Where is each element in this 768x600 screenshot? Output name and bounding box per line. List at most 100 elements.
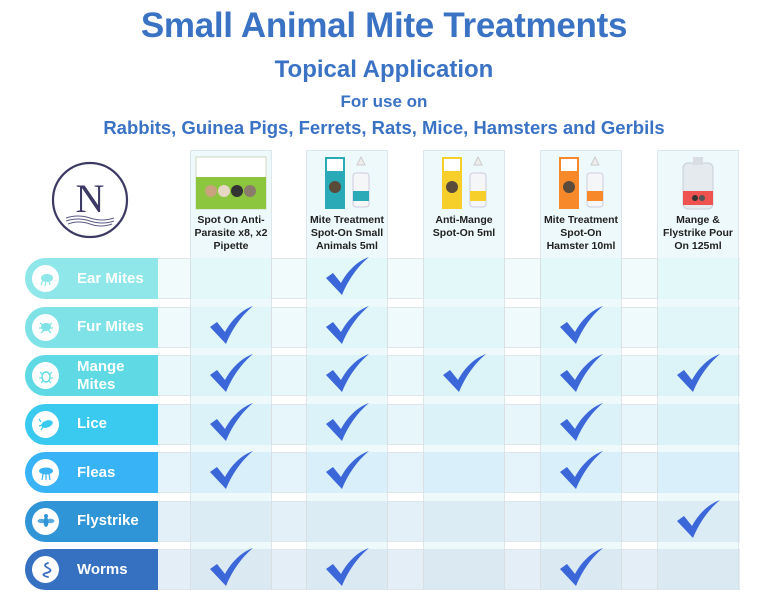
checkmark-icon — [558, 450, 604, 495]
checkmark-icon — [208, 353, 254, 398]
table-cell — [540, 402, 622, 447]
table-row: Mange Mites — [25, 353, 740, 398]
table-cell — [190, 258, 272, 299]
checkmark-icon — [675, 353, 721, 398]
table-cell — [540, 547, 622, 592]
table-cell — [306, 305, 388, 350]
ear-mite-icon — [32, 265, 59, 292]
product-header: Anti-Mange Spot-On 5ml — [423, 152, 505, 240]
row-label: Fur Mites — [25, 306, 158, 348]
table-cell — [306, 402, 388, 447]
orange-box-bottle-image — [540, 155, 622, 211]
table-cell — [540, 450, 622, 495]
table-cell — [423, 353, 505, 398]
table-cell — [657, 353, 739, 398]
table-cell — [657, 452, 739, 493]
checkmark-icon — [558, 305, 604, 350]
table-row: Fleas — [25, 450, 740, 495]
product-header: Mite Treatment Spot-On Small Animals 5ml — [306, 152, 388, 253]
worm-icon — [32, 556, 59, 583]
table-row: Flystrike — [25, 499, 740, 544]
table-cell — [423, 549, 505, 590]
row-label: Lice — [25, 403, 158, 445]
for-use-on-label: For use on — [340, 92, 428, 111]
checkmark-icon — [441, 353, 487, 398]
product-header: Spot On Anti- Parasite x8, x2 Pipette — [190, 152, 272, 253]
checkmark-icon — [324, 353, 370, 398]
table-cell — [657, 549, 739, 590]
fly-icon — [32, 507, 59, 535]
table-cell — [190, 305, 272, 350]
table-cell — [657, 499, 739, 544]
svg-text:N: N — [76, 176, 105, 221]
species-list: Rabbits, Guinea Pigs, Ferrets, Rats, Mic… — [103, 117, 665, 138]
table-cell — [540, 305, 622, 350]
pour-on-jug-image — [657, 155, 739, 211]
row-label-text: Fleas — [77, 463, 116, 481]
checkmark-icon — [208, 547, 254, 592]
row-label: Flystrike — [25, 500, 158, 542]
product-name: Anti-Mange Spot-On 5ml — [432, 214, 496, 239]
table-cell — [306, 256, 388, 301]
flea-icon — [32, 459, 59, 486]
product-name: Mite Treatment Spot-On Small Animals 5ml — [309, 214, 385, 252]
table-cell — [540, 500, 622, 542]
teal-box-bottle-image — [306, 155, 388, 211]
table-cell — [657, 258, 739, 299]
louse-icon — [32, 410, 59, 438]
table-row: Lice — [25, 402, 740, 447]
yellow-box-bottle-image — [423, 155, 505, 211]
table-cell — [423, 452, 505, 493]
checkmark-icon — [558, 402, 604, 447]
product-name: Spot On Anti- Parasite x8, x2 Pipette — [194, 214, 268, 252]
checkmark-icon — [558, 353, 604, 398]
table-cell — [190, 500, 272, 542]
fur-mite-icon — [32, 313, 59, 341]
table-cell — [190, 353, 272, 398]
table-cell — [306, 500, 388, 542]
table-row: Fur Mites — [25, 305, 740, 350]
table-cell — [306, 547, 388, 592]
table-cell — [306, 353, 388, 398]
row-label: Mange Mites — [25, 355, 158, 396]
table-cell — [306, 450, 388, 495]
checkmark-icon — [675, 499, 721, 544]
row-label: Worms — [25, 549, 158, 590]
product-name: Mange & Flystrike Pour On 125ml — [662, 214, 734, 252]
checkmark-icon — [324, 547, 370, 592]
table-cell — [190, 547, 272, 592]
table-cell — [423, 258, 505, 299]
checkmark-icon — [324, 402, 370, 447]
checkmark-icon — [208, 305, 254, 350]
row-label-text: Flystrike — [77, 512, 139, 529]
row-label-text: Lice — [77, 415, 108, 432]
row-label: Fleas — [25, 452, 158, 493]
product-header: Mange & Flystrike Pour On 125ml — [657, 152, 739, 253]
table-cell — [540, 258, 622, 299]
table-cell — [657, 403, 739, 445]
checkmark-icon — [324, 256, 370, 301]
checkmark-icon — [324, 305, 370, 350]
table-cell — [423, 403, 505, 445]
row-label: Ear Mites — [25, 258, 158, 299]
checkmark-icon — [324, 450, 370, 495]
page-title: Small Animal Mite Treatments — [140, 6, 628, 45]
brand-logo-icon: N — [50, 160, 130, 240]
table-row: Ear Mites — [25, 256, 740, 301]
table-cell — [190, 451, 272, 493]
green-box-product-image — [190, 155, 272, 211]
table-row: Worms — [25, 547, 740, 592]
mange-mite-icon — [32, 362, 59, 389]
table-cell — [657, 306, 739, 348]
table-cell — [190, 402, 272, 447]
row-label-text: Fur Mites — [77, 318, 144, 335]
table-cell — [423, 500, 505, 542]
row-label-text: Worms — [77, 560, 128, 578]
table-cell — [423, 306, 505, 348]
checkmark-icon — [558, 547, 604, 592]
row-label-text: Ear Mites — [77, 269, 144, 287]
checkmark-icon — [208, 402, 254, 447]
row-label-text: Mange Mites — [77, 357, 125, 393]
page-subtitle: Topical Application — [274, 56, 494, 83]
table-cell — [540, 353, 622, 398]
